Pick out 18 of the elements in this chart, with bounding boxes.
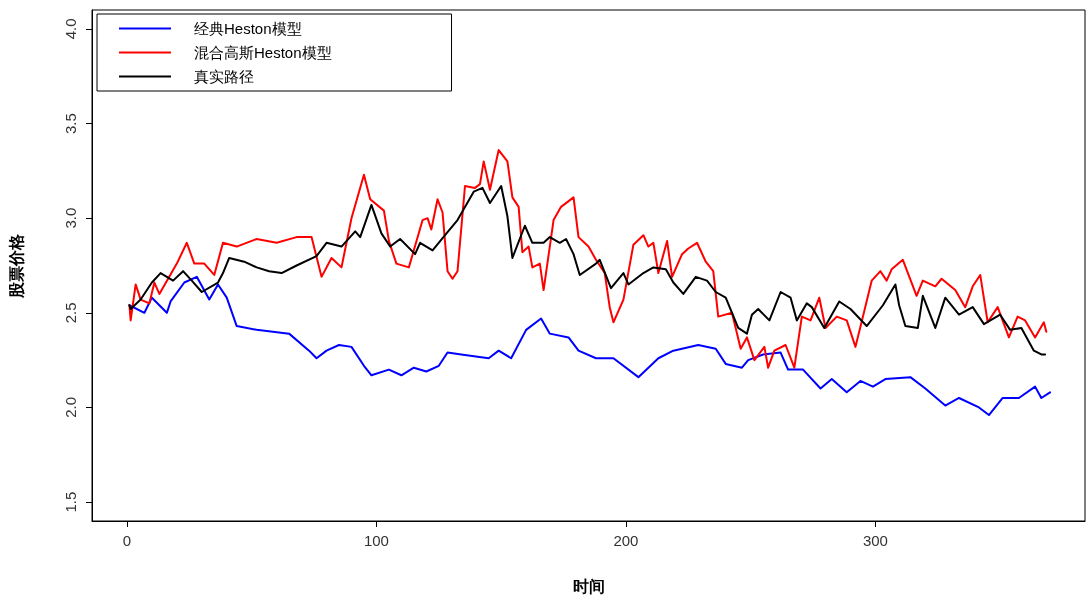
x-tick-label: 0 [122,532,132,549]
y-tick-label: 1.5 [62,491,79,513]
y-axis-title: 股票价格 [7,232,25,299]
x-tick-label: 100 [363,532,389,549]
line-series [128,275,1052,417]
line-series [128,149,1048,369]
y-tick-label: 3.0 [62,207,79,229]
legend-label: 真实路径 [194,68,254,85]
legend-label: 经典Heston模型 [194,20,302,37]
y-tick-label: 3.5 [62,113,79,134]
x-tick-label: 200 [613,532,639,549]
x-tick-label: 300 [862,532,888,549]
legend-label: 混合高斯Heston模型 [194,44,332,61]
x-axis-title: 时间 [572,577,605,595]
line-series [128,185,1047,356]
y-tick-label: 4.0 [62,18,79,40]
y-tick-label: 2.5 [62,302,79,324]
y-tick-label: 2.0 [62,397,79,418]
